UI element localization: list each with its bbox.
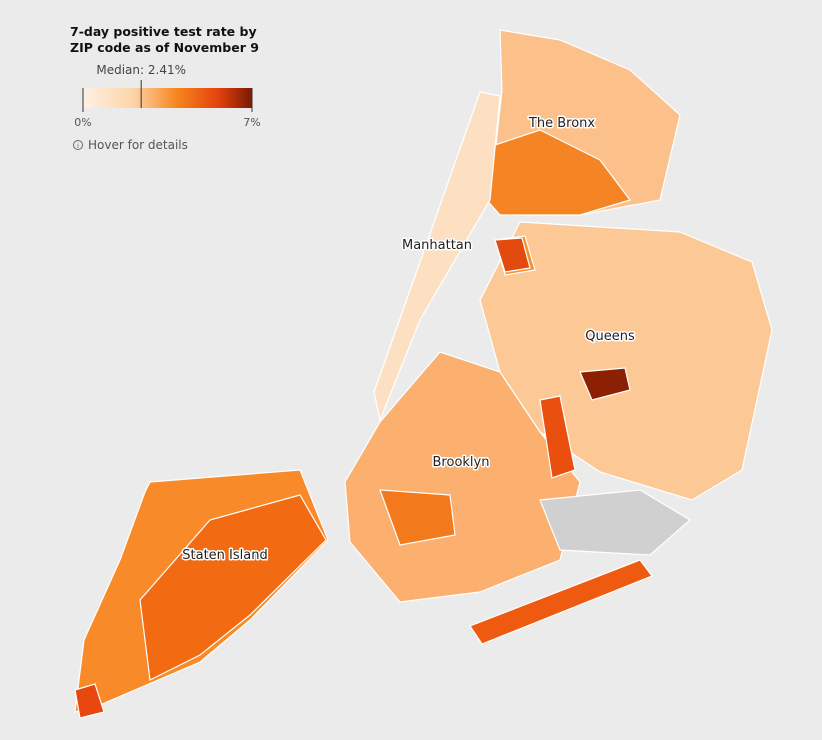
legend-title-box: 7-day positive test rate by ZIP code as … — [70, 24, 259, 55]
borough-shapes — [74, 29, 773, 719]
legend-tick-label: 7% — [243, 116, 260, 129]
borough-label: The Bronx — [528, 116, 595, 131]
legend-tick-label: 0% — [74, 116, 91, 129]
staten-island-east[interactable] — [139, 494, 327, 681]
legend-title: 7-day positive test rate by ZIP code as … — [70, 24, 259, 55]
info-icon-i: i — [77, 142, 79, 150]
borough-label: Manhattan — [402, 238, 472, 253]
median-label: Median: 2.41% — [96, 63, 186, 77]
hint: Hover for details — [88, 138, 188, 152]
rockaway[interactable] — [469, 559, 653, 645]
borough-label: Queens — [585, 329, 635, 344]
borough-label: Brooklyn — [433, 455, 490, 470]
queens-max[interactable] — [579, 367, 631, 401]
info-icon — [73, 140, 83, 150]
jamaica-bay — [539, 489, 692, 556]
legend-ramp — [83, 88, 252, 108]
borough-label: Staten Island — [182, 548, 267, 563]
brooklyn-hot[interactable] — [539, 395, 576, 479]
manhattan[interactable] — [373, 91, 501, 423]
staten-island-south[interactable] — [74, 683, 105, 719]
brooklyn-hot-2[interactable] — [379, 489, 456, 546]
queens-hot-2[interactable] — [494, 237, 531, 273]
